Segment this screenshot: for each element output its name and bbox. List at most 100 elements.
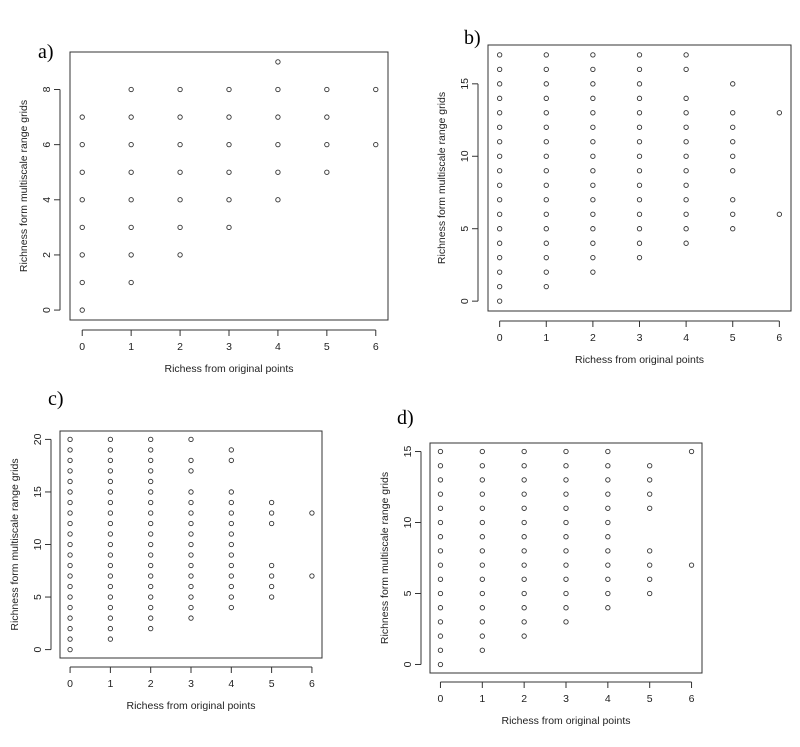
x-axis-title: Richess from original points xyxy=(575,354,704,366)
x-tick-label: 0 xyxy=(438,693,444,705)
data-point xyxy=(148,604,154,611)
x-tick-label: 2 xyxy=(590,332,596,344)
data-point xyxy=(683,197,689,203)
data-point xyxy=(730,153,736,159)
data-point xyxy=(373,86,379,93)
data-point xyxy=(228,531,234,537)
data-point xyxy=(268,520,275,527)
data-point xyxy=(497,226,503,232)
data-point xyxy=(683,66,689,72)
data-point xyxy=(177,169,183,175)
data-point xyxy=(107,552,114,558)
data-point xyxy=(543,182,549,188)
y-tick-label: 15 xyxy=(402,446,414,458)
data-point xyxy=(479,633,485,639)
data-point xyxy=(128,86,134,93)
data-point xyxy=(148,457,154,464)
data-point xyxy=(177,86,183,93)
panel-label: b) xyxy=(464,27,481,49)
data-point xyxy=(128,169,134,175)
data-point xyxy=(497,153,503,159)
x-tick-label: 2 xyxy=(521,693,527,705)
x-tick-label: 4 xyxy=(683,332,689,344)
data-point xyxy=(605,491,611,497)
data-point xyxy=(188,541,194,548)
data-point xyxy=(107,615,114,621)
data-point xyxy=(148,499,154,506)
data-point xyxy=(148,520,154,527)
data-point xyxy=(188,562,194,569)
data-point xyxy=(324,114,330,120)
data-point xyxy=(148,510,154,516)
data-point xyxy=(479,448,485,455)
data-point xyxy=(563,605,569,611)
data-point xyxy=(228,489,234,495)
data-point xyxy=(268,573,275,579)
data-point xyxy=(605,590,611,597)
data-point xyxy=(107,562,114,569)
data-point xyxy=(148,583,154,590)
data-point xyxy=(730,226,736,232)
data-point xyxy=(605,576,611,582)
data-point xyxy=(636,240,643,246)
data-point xyxy=(228,499,234,506)
data-point xyxy=(275,169,281,175)
data-point xyxy=(228,457,234,464)
data-point xyxy=(590,168,596,174)
data-point xyxy=(67,447,73,453)
x-tick-label: 6 xyxy=(309,678,315,690)
data-point xyxy=(67,436,73,443)
data-point xyxy=(543,211,549,217)
data-point xyxy=(177,141,183,148)
x-tick-label: 3 xyxy=(188,678,194,690)
x-tick-label: 6 xyxy=(373,341,379,353)
data-point xyxy=(148,531,154,537)
data-point xyxy=(437,505,444,511)
data-point xyxy=(497,81,503,87)
data-point xyxy=(590,197,596,203)
data-point xyxy=(177,197,183,203)
data-point xyxy=(226,114,232,120)
data-point xyxy=(226,86,232,93)
y-tick-label: 10 xyxy=(402,517,414,529)
data-point xyxy=(479,619,485,625)
data-point xyxy=(188,573,194,579)
data-point xyxy=(148,573,154,579)
x-tick-label: 3 xyxy=(226,341,232,353)
y-tick-label: 5 xyxy=(402,590,414,596)
data-point xyxy=(683,211,689,217)
data-point xyxy=(309,510,315,516)
data-point xyxy=(107,499,114,506)
data-point xyxy=(148,478,154,485)
x-tick-label: 1 xyxy=(479,693,485,705)
data-point xyxy=(228,594,234,600)
data-point xyxy=(590,124,596,130)
x-tick-label: 0 xyxy=(497,332,503,344)
data-point xyxy=(437,605,444,611)
data-point xyxy=(647,590,653,597)
data-point xyxy=(497,255,503,261)
data-point xyxy=(67,541,73,548)
data-point xyxy=(67,615,73,621)
data-point xyxy=(479,590,485,597)
data-point xyxy=(521,448,527,455)
data-point xyxy=(590,226,596,232)
data-point xyxy=(521,491,527,497)
data-point xyxy=(647,576,653,582)
data-point xyxy=(148,594,154,600)
data-point xyxy=(67,499,73,506)
data-point xyxy=(497,284,503,290)
data-point xyxy=(543,66,549,72)
data-point xyxy=(148,436,154,443)
data-point xyxy=(188,436,194,443)
data-point xyxy=(563,477,569,483)
data-point xyxy=(228,583,234,590)
data-point xyxy=(479,562,485,568)
data-point xyxy=(563,505,569,511)
data-point xyxy=(730,81,736,87)
data-point xyxy=(605,477,611,483)
x-axis-title: Richess from original points xyxy=(502,715,631,727)
x-tick-label: 2 xyxy=(148,678,154,690)
data-point xyxy=(683,124,689,130)
data-point xyxy=(605,534,611,540)
